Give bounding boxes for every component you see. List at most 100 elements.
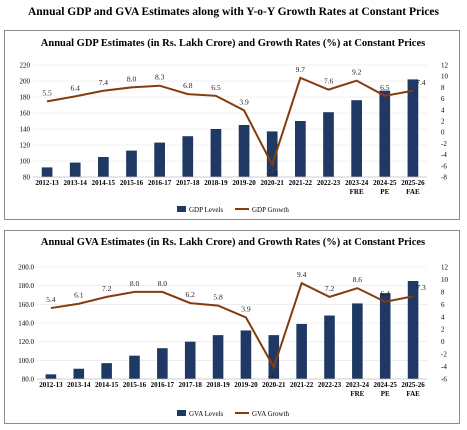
- gdp-y2-tick-label: 2: [441, 118, 445, 126]
- gva-category-label: 2017-18: [179, 381, 203, 389]
- gva-chart-title: Annual GVA Estimates (in Rs. Lakh Crore)…: [41, 237, 425, 248]
- gdp-growth-line: [46, 76, 414, 168]
- gva-category-label: 2022-23: [318, 381, 342, 389]
- gdp-category-label: 2024-25: [373, 179, 397, 187]
- gva-y2-tick-label: 6: [441, 301, 445, 309]
- gva-growth-data-label: 8.0: [130, 279, 140, 288]
- gva-y2-tick-label: -4: [441, 363, 447, 371]
- gva-bar: [268, 335, 280, 379]
- gdp-bar: [182, 136, 194, 177]
- gdp-growth-data-label: 7.4: [416, 78, 426, 87]
- gva-bar: [379, 293, 391, 379]
- gdp-growth-data-label: 9.7: [296, 65, 306, 74]
- gva-bar: [129, 355, 140, 379]
- gva-growth-data-label: 5.8: [213, 293, 223, 302]
- gdp-legend-line-label: GDP Growth: [252, 206, 289, 214]
- gva-y2-tick-label: -6: [441, 376, 447, 384]
- gva-y-tick-label: 160.0: [18, 301, 34, 309]
- gdp-bar: [323, 112, 334, 177]
- gva-y-tick-label: 120.0: [18, 338, 34, 346]
- gdp-y-tick-label: 180: [20, 94, 31, 102]
- gdp-chart: Annual GDP Estimates (in Rs. Lakh Crore)…: [20, 38, 449, 214]
- gdp-bar: [126, 150, 137, 177]
- gva-growth-data-label: 7.3: [416, 283, 426, 292]
- gdp-y2-tick-label: 8: [441, 84, 445, 92]
- gdp-y-tick-label: 100: [20, 158, 31, 166]
- gdp-bar: [295, 121, 306, 177]
- gva-growth-data-label: 5.4: [46, 295, 56, 304]
- gva-y2-tick-label: 2: [441, 326, 445, 334]
- gdp-category-label: 2017-18: [176, 179, 200, 187]
- gva-growth-data-label: 6.1: [74, 291, 84, 300]
- gva-legend-line-label: GVA Growth: [252, 410, 290, 418]
- gdp-growth-data-label: 7.4: [99, 78, 109, 87]
- gdp-y2-tick-label: -2: [441, 140, 447, 148]
- gdp-growth-data-label: 6.5: [380, 83, 390, 92]
- gva-growth-data-label: 9.4: [297, 270, 307, 279]
- gdp-growth-data-label: 5.5: [42, 88, 52, 97]
- gva-y2-tick-label: 12: [441, 264, 449, 272]
- gva-category-label: 2020-21: [262, 381, 286, 389]
- gdp-bar: [407, 79, 419, 177]
- gva-bar: [407, 281, 419, 379]
- gdp-y-tick-label: 140: [20, 126, 31, 134]
- gdp-category-label: 2014-15: [92, 179, 116, 187]
- gdp-y2-tick-label: 0: [441, 129, 445, 137]
- gdp-category-label: FRE: [350, 188, 364, 196]
- gva-growth-data-label: 7.2: [325, 284, 335, 293]
- gdp-growth-data-label: -5.8: [266, 169, 278, 178]
- gdp-category-label: 2018-19: [204, 179, 228, 187]
- gdp-bar: [69, 162, 81, 177]
- gdp-growth-data-label: 6.4: [71, 83, 81, 92]
- gdp-category-label: 2013-14: [64, 179, 88, 187]
- gdp-category-label: 2015-16: [120, 179, 144, 187]
- gdp-y2-tick-label: 12: [441, 62, 449, 70]
- gva-y-tick-label: 200.0: [18, 264, 34, 272]
- gdp-growth-data-label: 9.2: [352, 68, 362, 77]
- gva-category-label: 2023-24: [346, 381, 370, 389]
- gva-category-label: 2013-14: [67, 381, 91, 389]
- gdp-chart-panel: Annual GDP Estimates (in Rs. Lakh Crore)…: [4, 30, 460, 220]
- gdp-y-tick-label: 80: [23, 174, 31, 182]
- gva-growth-data-label: -4.1: [268, 371, 280, 380]
- gva-y2-tick-label: 10: [441, 276, 449, 284]
- gva-growth-data-label: 8.6: [353, 275, 363, 284]
- gdp-chart-title: Annual GDP Estimates (in Rs. Lakh Crore)…: [41, 38, 425, 49]
- gva-legend-bar-swatch: [177, 410, 186, 416]
- gva-category-label: 2012-13: [39, 381, 63, 389]
- gdp-category-label: 2012-13: [35, 179, 59, 187]
- gdp-y2-tick-label: 10: [441, 73, 449, 81]
- gdp-bar: [41, 167, 53, 177]
- gva-growth-data-label: 8.0: [158, 279, 168, 288]
- gva-growth-line: [50, 281, 414, 370]
- gdp-legend: GDP Levels GDP Growth: [177, 206, 289, 214]
- gva-category-label: 2016-17: [151, 381, 175, 389]
- gdp-y-tick-label: 220: [20, 62, 31, 70]
- gva-growth-data-label: 6.4: [381, 289, 391, 298]
- gva-category-label: FRE: [350, 390, 364, 398]
- gdp-growth-data-label: 6.5: [211, 83, 221, 92]
- gva-category-label: PE: [381, 390, 390, 398]
- gva-y-tick-label: 140.0: [18, 320, 34, 328]
- gdp-category-label: 2020-21: [261, 179, 285, 187]
- gva-bar: [157, 348, 168, 379]
- gdp-bar: [266, 131, 278, 177]
- gva-category-label: 2024-25: [374, 381, 398, 389]
- gva-y2-tick-label: 4: [441, 313, 445, 321]
- gva-bar: [212, 335, 224, 379]
- gdp-y2-tick-label: -4: [441, 151, 447, 159]
- gva-bar: [101, 363, 112, 379]
- gva-bar: [184, 341, 196, 379]
- gdp-bar: [379, 90, 391, 177]
- gva-category-label: FAE: [406, 390, 420, 398]
- gva-growth-data-label: 7.2: [102, 284, 112, 293]
- gva-category-label: 2025-26: [401, 381, 425, 389]
- gdp-category-label: 2022-23: [317, 179, 341, 187]
- gva-growth-data-label: 6.2: [186, 290, 196, 299]
- gva-chart: Annual GVA Estimates (in Rs. Lakh Crore)…: [18, 237, 449, 418]
- gva-bar: [296, 323, 307, 379]
- gdp-category-label: 2025-26: [401, 179, 425, 187]
- gdp-bar: [351, 100, 362, 177]
- gdp-y-tick-label: 200: [20, 78, 31, 86]
- gva-bar: [45, 374, 57, 379]
